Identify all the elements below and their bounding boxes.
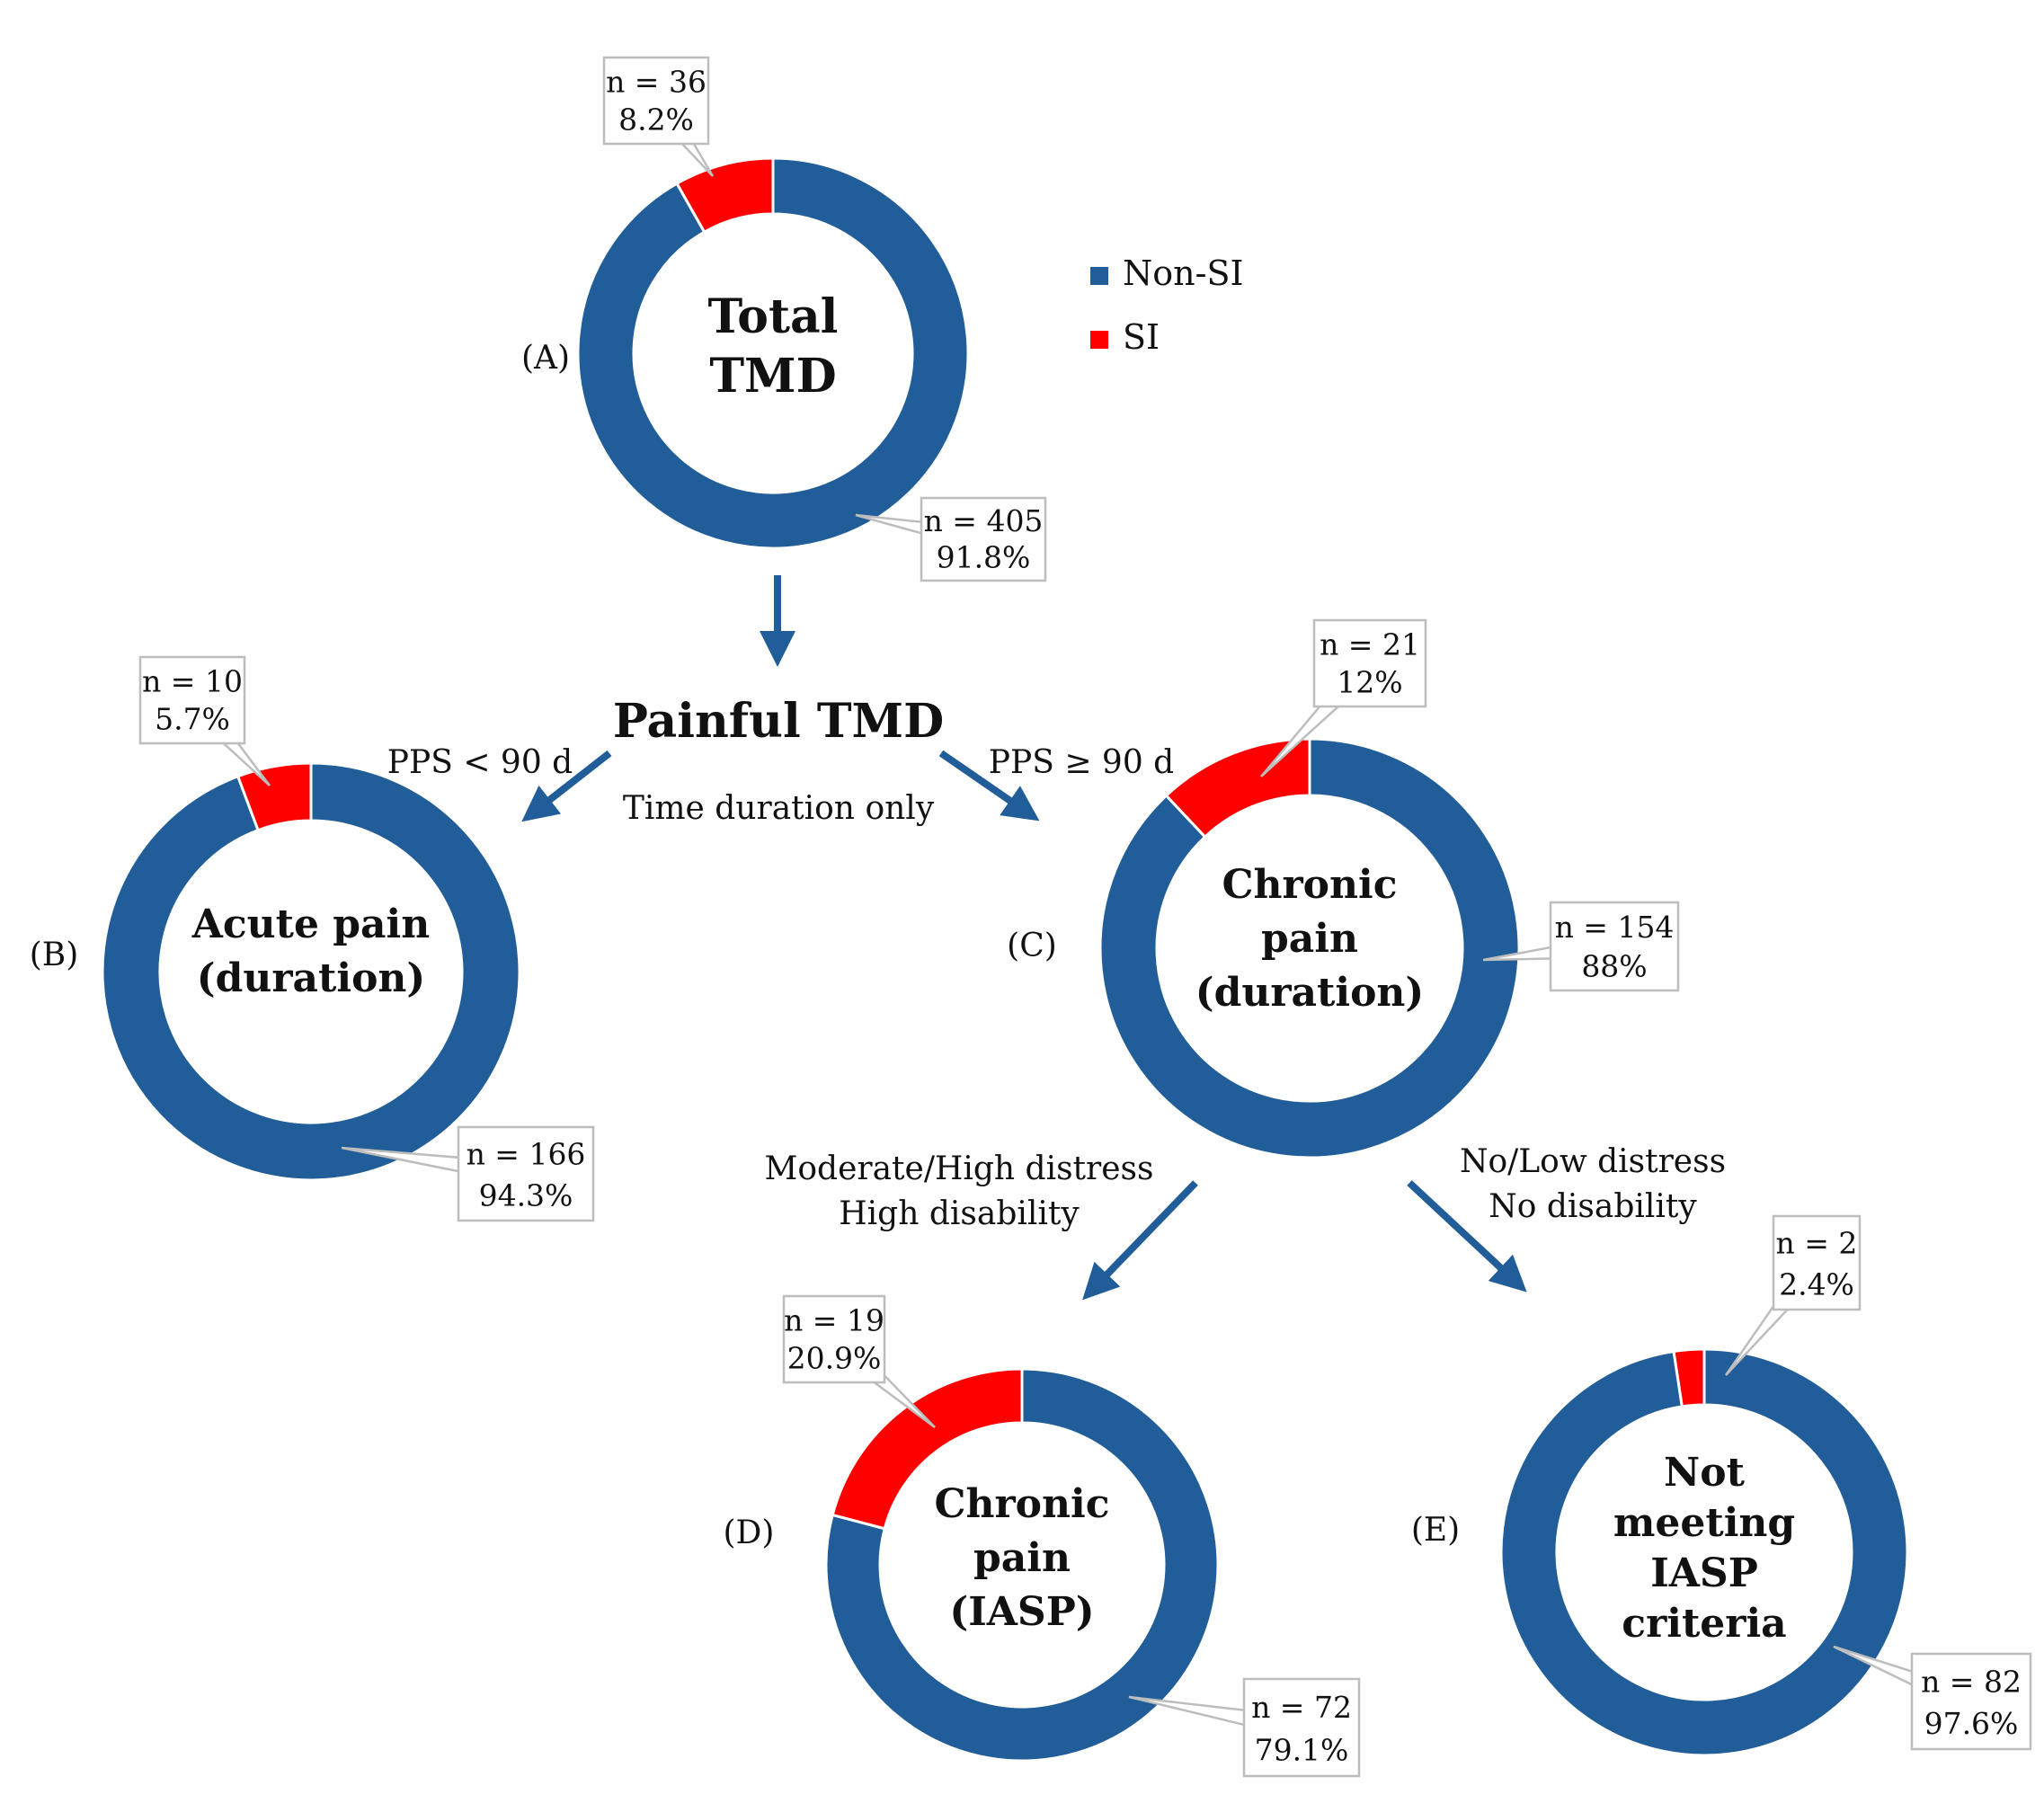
- donut-c-non-si-n-label: n = 154: [1555, 910, 1675, 945]
- donut-a-si-percent-label: 8.2%: [618, 102, 694, 138]
- donut-d-non-si-percent-label: 79.1%: [1255, 1733, 1349, 1768]
- donut-a-non-si-n-label: n = 405: [924, 503, 1044, 538]
- donut-e-center-title-line2: meeting: [1613, 1500, 1795, 1546]
- legend-label-non-si: Non-SI: [1123, 253, 1243, 293]
- lower-left-criteria-line1: Moderate/High distress: [764, 1150, 1153, 1187]
- donut-e-non-si-callout-box: [1910, 1652, 2032, 1751]
- donut-e-panel-label: (E): [1411, 1512, 1460, 1549]
- arrow-to-chronic: [938, 750, 1040, 822]
- donut-d-si-n-label: n = 19: [784, 1302, 884, 1337]
- donut-b-non-si-callout-box: [457, 1125, 595, 1222]
- donut-e-slice-si: [1672, 1347, 1706, 1408]
- painful-tmd-title: Painful TMD: [613, 694, 944, 749]
- donut-e-si-percent-label: 2.4%: [1779, 1266, 1854, 1301]
- donut-b-slice-si: [236, 761, 313, 832]
- donut-d-center-title-line1: Chronic: [934, 1481, 1109, 1527]
- legend-swatch-si: [1090, 331, 1108, 349]
- donut-b-si-n-label: n = 10: [142, 663, 243, 698]
- left-branch-label: PPS < 90 d: [387, 744, 573, 781]
- lower-right-criteria-line2: No disability: [1489, 1188, 1697, 1225]
- donut-a-slice-si: [675, 156, 775, 235]
- donut-d-center-title-line2: pain: [973, 1535, 1071, 1581]
- donut-a-non-si-callout-box: [920, 496, 1047, 582]
- legend-swatch-non-si: [1090, 267, 1108, 285]
- lower-left-criteria-line2: High disability: [839, 1195, 1080, 1232]
- donut-c-si-n-label: n = 21: [1320, 626, 1420, 662]
- donut-b-center-title-line2: (duration): [197, 955, 425, 1001]
- donut-c-si-callout-box: [1312, 618, 1427, 708]
- flow-arrows: [521, 575, 1527, 1301]
- donut-c-center-title-line2: pain: [1261, 916, 1358, 962]
- flow-labels: Painful TMD PPS < 90 d PPS ≥ 90 d Time d…: [387, 694, 1726, 1232]
- right-branch-label: PPS ≥ 90 d: [989, 744, 1174, 781]
- donut-a-center-title-line2: TMD: [709, 349, 836, 404]
- donut-e-si-callout-box: [1772, 1214, 1862, 1311]
- donut-c-non-si-callout-box: [1549, 901, 1680, 992]
- donut-d-si-callout-box: [782, 1294, 886, 1384]
- donut-e-center-title-line4: criteria: [1622, 1601, 1786, 1647]
- donut-a-non-si-percent-label: 91.8%: [937, 539, 1031, 574]
- donut-e-non-si-n-label: n = 82: [1921, 1664, 2022, 1699]
- donut-b-center-title-line1: Acute pain: [191, 902, 431, 947]
- donut-d-slice-si: [831, 1367, 1024, 1531]
- donut-b-si-callout-box: [138, 655, 246, 745]
- donut-b: Acute pain (duration) (B) n = 10 5.7% n = 166…: [30, 655, 595, 1222]
- donut-e-non-si-percent-label: 97.6%: [1924, 1706, 2019, 1741]
- donut-e-center-title-line1: Not: [1664, 1450, 1746, 1496]
- donut-b-panel-label: (B): [30, 937, 79, 973]
- legend-label-si: SI: [1123, 317, 1160, 357]
- donut-e-si-n-label: n = 2: [1776, 1226, 1858, 1261]
- donut-d-panel-label: (D): [724, 1514, 775, 1551]
- donut-c-non-si-percent-label: 88%: [1581, 948, 1647, 983]
- donut-c-si-percent-label: 12%: [1337, 665, 1402, 700]
- donut-c-center-title-line1: Chronic: [1222, 862, 1397, 908]
- donut-d-center-title-line3: (IASP): [949, 1589, 1094, 1635]
- donut-d-non-si-n-label: n = 72: [1251, 1690, 1352, 1725]
- donut-b-non-si-n-label: n = 166: [467, 1137, 586, 1172]
- donut-a-center-title-line1: Total: [708, 289, 839, 344]
- donut-e-slice-non-si: [1499, 1347, 1909, 1757]
- arrow-to-chronic-iasp: [1082, 1180, 1198, 1301]
- time-duration-note: Time duration only: [623, 790, 935, 827]
- donut-c-panel-label: (C): [1007, 928, 1057, 964]
- donut-a-si-n-label: n = 36: [606, 64, 707, 99]
- donut-b-si-percent-label: 5.7%: [155, 702, 230, 737]
- legend: Non-SI SI: [1090, 253, 1243, 357]
- arrow-to-acute: [521, 750, 612, 822]
- donut-d-si-percent-label: 20.9%: [787, 1341, 882, 1376]
- donut-d-non-si-callout-box: [1242, 1677, 1361, 1778]
- donut-b-slice-non-si: [101, 761, 521, 1182]
- donut-b-non-si-percent-label: 94.3%: [479, 1177, 573, 1212]
- lower-right-criteria-line1: No/Low distress: [1460, 1143, 1726, 1180]
- donut-e-center-title-line3: IASP: [1650, 1550, 1758, 1596]
- donut-d: Chronic pain (IASP) (D) n = 19 20.9% n = 72 79.…: [724, 1294, 1361, 1778]
- donut-a-si-callout-box: [602, 56, 710, 146]
- donut-a-slice-non-si: [576, 156, 970, 550]
- donut-c-slice-non-si: [1098, 737, 1521, 1159]
- donut-c-center-title-line3: (duration): [1195, 970, 1424, 1016]
- donut-a-panel-label: (A): [521, 340, 570, 377]
- arrow-to-not-meeting-iasp: [1407, 1180, 1527, 1292]
- donut-d-slice-non-si: [824, 1367, 1220, 1763]
